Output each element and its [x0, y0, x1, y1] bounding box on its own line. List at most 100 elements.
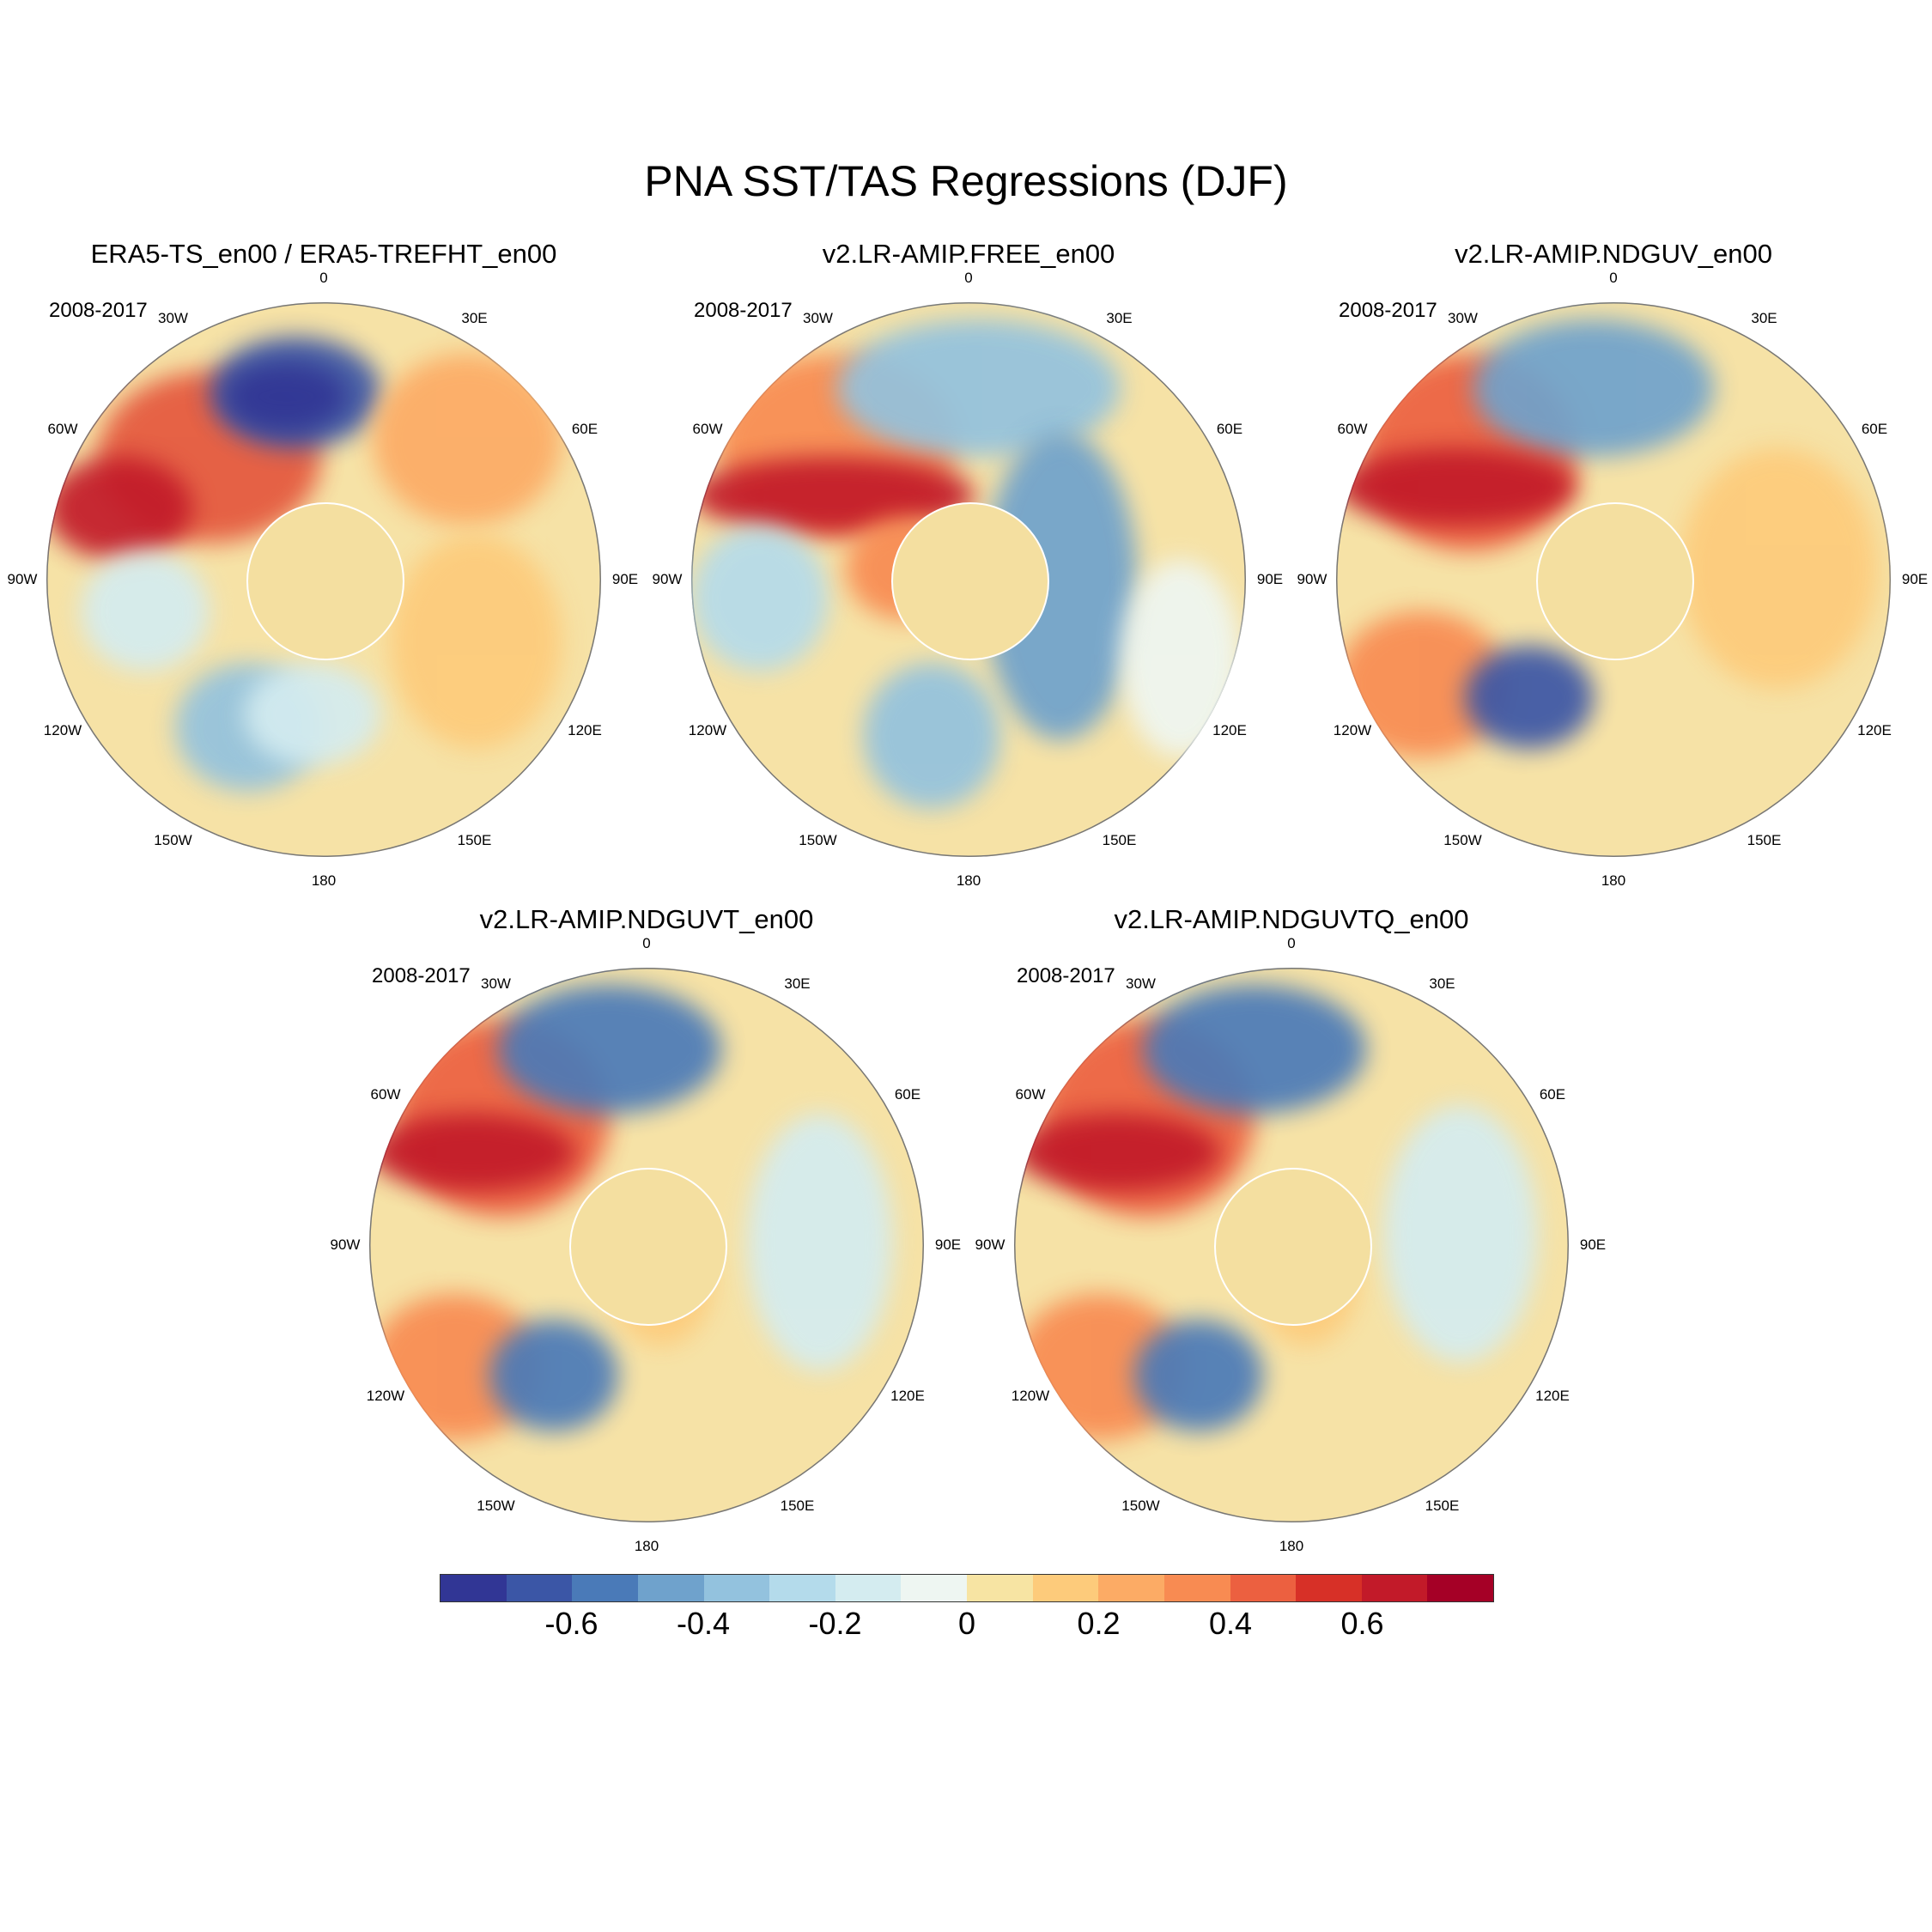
field-region: [46, 457, 192, 560]
colorbar-swatch: [769, 1575, 835, 1601]
field-region: [691, 526, 829, 671]
longitude-label: 90E: [934, 1236, 962, 1253]
period-label: 2008-2017: [372, 964, 471, 987]
longitude-label: 90E: [611, 571, 639, 587]
longitude-label: 90W: [652, 571, 683, 587]
longitude-label: 30W: [1126, 975, 1156, 993]
longitude-label: 0: [1609, 270, 1618, 286]
field-region: [244, 663, 381, 766]
field-region: [747, 1114, 893, 1371]
field-region: [390, 534, 562, 749]
colorbar-swatch: [572, 1575, 638, 1601]
colorbar-swatch: [440, 1575, 507, 1601]
colorbar-swatch: [1427, 1575, 1493, 1601]
polar-map: [369, 968, 924, 1522]
longitude-label: 60E: [1861, 420, 1888, 437]
colorbar-tick-label: 0: [957, 1606, 976, 1641]
longitude-label: 150W: [799, 831, 837, 848]
longitude-label: 180: [956, 872, 981, 889]
longitude-label: 90W: [7, 571, 38, 587]
longitude-label: 0: [642, 935, 651, 951]
colorbar: [440, 1574, 1494, 1602]
panel-title: ERA5-TS_en00 / ERA5-TREFHT_en00: [90, 239, 557, 269]
longitude-label: 90E: [1579, 1236, 1607, 1253]
longitude-label: 90E: [1901, 571, 1929, 587]
longitude-label: 60W: [1337, 420, 1368, 437]
longitude-label: 150W: [1443, 831, 1482, 848]
longitude-label: 120E: [1857, 721, 1892, 738]
longitude-label: 150W: [477, 1497, 515, 1514]
longitude-label: 120W: [43, 721, 82, 738]
arctic-coastline: [891, 502, 1049, 660]
longitude-label: 150W: [154, 831, 192, 848]
field-region: [81, 551, 210, 671]
figure-title: PNA SST/TAS Regressions (DJF): [644, 157, 1288, 205]
field-region: [498, 985, 721, 1114]
longitude-label: 30E: [1429, 975, 1455, 993]
longitude-label: 150E: [1102, 831, 1137, 848]
polar-map: [1336, 302, 1891, 857]
polar-map: [1014, 968, 1569, 1522]
colorbar-swatch: [1361, 1575, 1428, 1601]
longitude-label: 60W: [692, 420, 723, 437]
longitude-label: 180: [634, 1538, 659, 1554]
colorbar-swatch: [1296, 1575, 1362, 1601]
longitude-label: 120E: [568, 721, 602, 738]
longitude-label: 0: [1287, 935, 1296, 951]
period-label: 2008-2017: [1017, 964, 1115, 987]
longitude-label: 90E: [1256, 571, 1284, 587]
longitude-label: 60W: [370, 1085, 401, 1103]
longitude-label: 60E: [894, 1085, 921, 1103]
period-label: 2008-2017: [49, 299, 148, 322]
field-region: [369, 1114, 575, 1191]
field-region: [1680, 448, 1877, 689]
longitude-label: 150E: [1425, 1497, 1460, 1514]
field-region: [1014, 1114, 1220, 1191]
field-region: [863, 663, 1000, 809]
colorbar-swatch: [835, 1575, 902, 1601]
longitude-label: 30W: [158, 310, 188, 327]
longitude-label: 60W: [47, 420, 78, 437]
longitude-label: 150E: [1747, 831, 1782, 848]
longitude-label: 60W: [1015, 1085, 1046, 1103]
field-region: [373, 354, 562, 526]
colorbar-swatch: [1163, 1575, 1230, 1601]
field-region: [1473, 319, 1714, 457]
colorbar-tick-label: -0.6: [544, 1606, 598, 1641]
longitude-label: 120W: [366, 1387, 405, 1404]
field-region: [1336, 448, 1577, 526]
arctic-coastline: [1214, 1168, 1372, 1326]
period-label: 2008-2017: [1339, 299, 1437, 322]
colorbar-tick-label: 0.4: [1208, 1606, 1253, 1641]
field-region: [1134, 1320, 1263, 1431]
panel-title: v2.LR-AMIP.NDGUV_en00: [1455, 239, 1772, 269]
colorbar-tick-label: 0.6: [1340, 1606, 1384, 1641]
colorbar-swatch: [1230, 1575, 1297, 1601]
longitude-label: 180: [1279, 1538, 1304, 1554]
longitude-label: 60E: [1216, 420, 1243, 437]
longitude-label: 150E: [780, 1497, 815, 1514]
polar-map: [691, 302, 1246, 857]
field-region: [1465, 646, 1594, 749]
colorbar-swatch: [901, 1575, 967, 1601]
arctic-coastline: [1536, 502, 1694, 660]
arctic-coastline: [569, 1168, 727, 1326]
polar-map: [46, 302, 601, 857]
colorbar-swatch: [703, 1575, 770, 1601]
panel-title: v2.LR-AMIP.NDGUVTQ_en00: [1114, 904, 1469, 934]
colorbar-swatch: [1032, 1575, 1099, 1601]
longitude-label: 120W: [688, 721, 727, 738]
longitude-label: 30E: [784, 975, 811, 993]
longitude-label: 120E: [890, 1387, 925, 1404]
colorbar-swatch: [506, 1575, 573, 1601]
panel-title: v2.LR-AMIP.NDGUVT_en00: [479, 904, 814, 934]
longitude-label: 120E: [1535, 1387, 1570, 1404]
longitude-label: 30E: [1751, 310, 1777, 327]
colorbar-swatch: [637, 1575, 704, 1601]
longitude-label: 180: [1601, 872, 1626, 889]
longitude-label: 60E: [1539, 1085, 1566, 1103]
colorbar-swatch: [1098, 1575, 1164, 1601]
longitude-label: 60E: [571, 420, 598, 437]
field-region: [1143, 985, 1366, 1114]
longitude-label: 120E: [1212, 721, 1247, 738]
